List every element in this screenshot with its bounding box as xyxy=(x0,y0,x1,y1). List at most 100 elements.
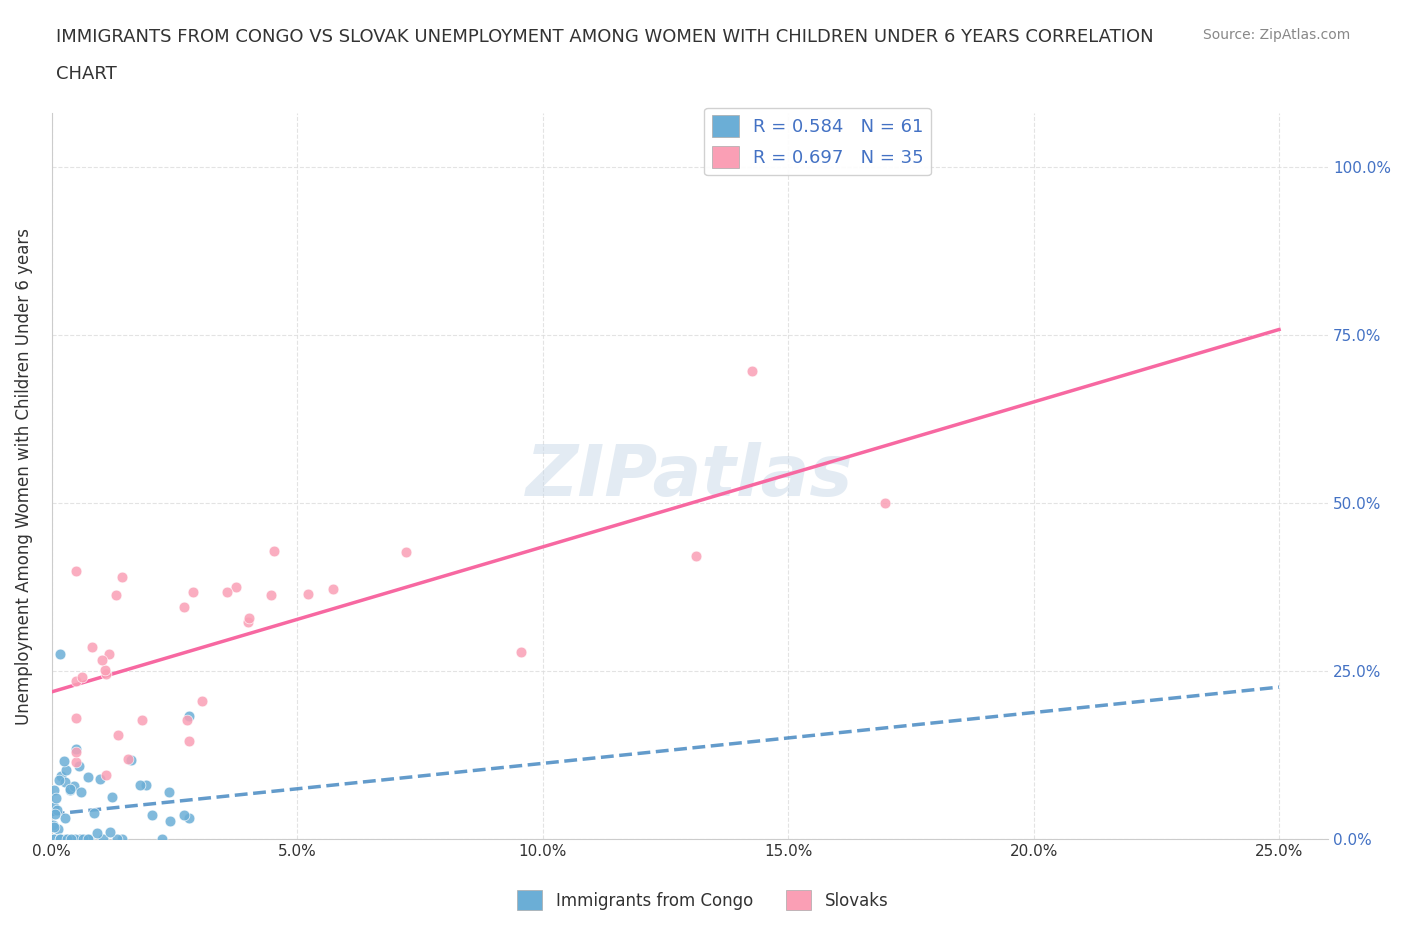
Point xyxy=(395,544,418,559)
Point xyxy=(76,769,98,784)
Point xyxy=(76,832,98,847)
Point xyxy=(44,782,66,797)
Point xyxy=(157,784,180,799)
Point xyxy=(56,832,79,847)
Point xyxy=(49,832,72,847)
Point xyxy=(685,548,707,563)
Point xyxy=(111,832,134,847)
Point xyxy=(70,832,93,847)
Point xyxy=(150,832,173,847)
Point xyxy=(65,711,87,725)
Point xyxy=(173,808,195,823)
Point xyxy=(55,832,77,847)
Text: IMMIGRANTS FROM CONGO VS SLOVAK UNEMPLOYMENT AMONG WOMEN WITH CHILDREN UNDER 6 Y: IMMIGRANTS FROM CONGO VS SLOVAK UNEMPLOY… xyxy=(56,28,1154,46)
Point xyxy=(105,832,128,847)
Point xyxy=(63,832,86,847)
Point xyxy=(65,744,87,759)
Point xyxy=(96,767,118,782)
Point xyxy=(131,712,153,727)
Point xyxy=(93,832,115,847)
Point xyxy=(509,644,531,659)
Text: CHART: CHART xyxy=(56,65,117,83)
Point xyxy=(69,832,91,847)
Point xyxy=(48,832,70,847)
Point xyxy=(67,759,90,774)
Point xyxy=(49,647,72,662)
Point xyxy=(48,832,70,847)
Point xyxy=(217,584,239,599)
Point xyxy=(238,610,260,625)
Point xyxy=(65,564,87,578)
Point xyxy=(104,588,127,603)
Point xyxy=(141,807,163,822)
Point xyxy=(76,832,98,847)
Point xyxy=(49,832,72,847)
Point xyxy=(45,803,67,817)
Point xyxy=(69,784,91,799)
Point xyxy=(225,579,247,594)
Point xyxy=(65,754,87,769)
Point xyxy=(48,773,70,788)
Point xyxy=(176,713,198,728)
Point xyxy=(60,832,83,847)
Point xyxy=(322,581,344,596)
Text: ZIPatlas: ZIPatlas xyxy=(526,442,853,511)
Point xyxy=(77,832,100,847)
Point xyxy=(42,819,65,834)
Y-axis label: Unemployment Among Women with Children Under 6 years: Unemployment Among Women with Children U… xyxy=(15,228,32,724)
Point xyxy=(117,751,139,766)
Point xyxy=(120,752,142,767)
Point xyxy=(77,832,100,847)
Point xyxy=(741,364,763,379)
Point xyxy=(45,790,67,805)
Legend: R = 0.584   N = 61, R = 0.697   N = 35: R = 0.584 N = 61, R = 0.697 N = 35 xyxy=(704,108,931,176)
Point xyxy=(260,588,283,603)
Point xyxy=(76,832,98,847)
Point xyxy=(135,777,157,792)
Point xyxy=(86,825,108,840)
Point xyxy=(52,753,75,768)
Point xyxy=(72,670,94,684)
Point xyxy=(97,646,120,661)
Point xyxy=(65,673,87,688)
Point xyxy=(44,806,66,821)
Point xyxy=(129,778,152,793)
Point xyxy=(263,543,285,558)
Point xyxy=(177,709,200,724)
Point xyxy=(101,790,124,804)
Point xyxy=(82,640,104,655)
Point xyxy=(238,615,260,630)
Point xyxy=(53,811,76,826)
Point xyxy=(63,778,86,793)
Point xyxy=(53,774,76,789)
Point xyxy=(94,667,117,682)
Point xyxy=(72,832,94,847)
Point xyxy=(191,694,214,709)
Legend: Immigrants from Congo, Slovaks: Immigrants from Congo, Slovaks xyxy=(510,884,896,917)
Text: Source: ZipAtlas.com: Source: ZipAtlas.com xyxy=(1202,28,1350,42)
Point xyxy=(181,584,204,599)
Point xyxy=(55,832,77,847)
Point xyxy=(48,822,70,837)
Point xyxy=(179,810,201,825)
Point xyxy=(42,832,65,847)
Point xyxy=(297,587,319,602)
Point xyxy=(41,832,63,847)
Point xyxy=(42,817,65,832)
Point xyxy=(875,496,897,511)
Point xyxy=(42,800,65,815)
Point xyxy=(59,783,82,798)
Point xyxy=(89,772,111,787)
Point xyxy=(65,742,87,757)
Point xyxy=(107,727,129,742)
Point xyxy=(49,769,72,784)
Point xyxy=(55,763,77,777)
Point xyxy=(177,733,200,748)
Point xyxy=(159,814,181,829)
Point xyxy=(173,600,195,615)
Point xyxy=(48,832,70,847)
Point xyxy=(59,782,82,797)
Point xyxy=(83,805,105,820)
Point xyxy=(91,653,114,668)
Point xyxy=(46,832,69,847)
